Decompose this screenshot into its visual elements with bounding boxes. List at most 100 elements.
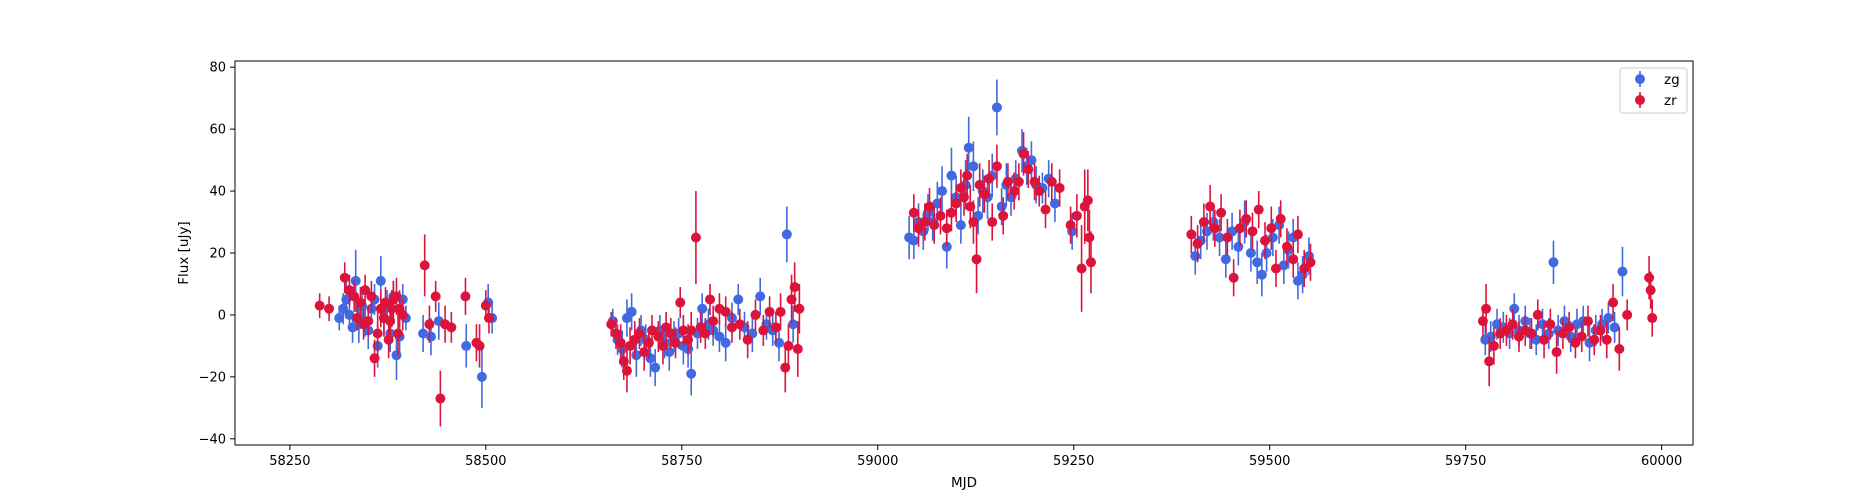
data-point: [386, 303, 397, 314]
data-point: [1275, 213, 1286, 224]
data-point: [946, 170, 957, 181]
x-tick-label: 59000: [857, 454, 898, 469]
data-point: [324, 303, 335, 314]
data-point: [385, 316, 396, 327]
data-point: [1570, 337, 1581, 348]
data-point: [424, 319, 435, 330]
x-tick-label: 59250: [1053, 454, 1094, 469]
data-point: [708, 316, 719, 327]
data-point: [460, 291, 471, 302]
y-axis-label: Flux [uJy]: [176, 221, 192, 284]
data-point: [720, 306, 731, 317]
data-point: [355, 297, 366, 308]
data-point: [686, 368, 697, 379]
data-point: [789, 282, 800, 293]
data-point: [650, 362, 661, 373]
plot-frame: [234, 60, 1694, 446]
data-point: [334, 313, 345, 324]
data-point: [363, 316, 374, 327]
data-point: [606, 319, 617, 330]
legend-zg-marker: [1635, 74, 1645, 84]
y-tick-label: 40: [209, 185, 226, 200]
data-point: [1034, 186, 1045, 197]
data-point: [991, 102, 1002, 113]
data-point: [626, 306, 637, 317]
data-point: [1481, 303, 1492, 314]
data-point: [963, 142, 974, 153]
data-point: [1253, 204, 1264, 215]
data-point: [1609, 322, 1620, 333]
legend-zr-label: zr: [1664, 93, 1677, 109]
data-point: [314, 300, 325, 311]
x-tick-label: 58250: [269, 454, 310, 469]
data-point: [1233, 241, 1244, 252]
data-point: [1281, 241, 1292, 252]
data-point: [1267, 232, 1278, 243]
data-point: [1484, 356, 1495, 367]
data-point: [1595, 325, 1606, 336]
data-point: [781, 229, 792, 240]
data-point: [935, 210, 946, 221]
data-point: [1023, 164, 1034, 175]
data-point: [372, 328, 383, 339]
data-point: [1192, 238, 1203, 249]
data-point: [1576, 331, 1587, 342]
data-point: [383, 334, 394, 345]
data-point: [483, 313, 494, 324]
data-point: [349, 291, 360, 302]
data-point: [1622, 309, 1633, 320]
data-point: [1186, 229, 1197, 240]
data-point: [750, 309, 761, 320]
data-point: [764, 306, 775, 317]
data-point: [1557, 328, 1568, 339]
data-point: [686, 325, 697, 336]
data-point: [631, 350, 642, 361]
data-point: [733, 294, 744, 305]
data-point: [435, 393, 446, 404]
data-point: [657, 340, 668, 351]
data-point: [1292, 229, 1303, 240]
data-point: [397, 309, 408, 320]
data-point: [1209, 223, 1220, 234]
data-point: [634, 328, 645, 339]
data-point: [430, 291, 441, 302]
legend-zg-label: zg: [1664, 72, 1680, 88]
x-tick-label: 59500: [1249, 454, 1290, 469]
data-point: [998, 210, 1009, 221]
data-point: [1551, 347, 1562, 358]
data-point: [1245, 248, 1256, 258]
x-tick-label: 58750: [661, 454, 702, 469]
data-point: [742, 334, 753, 345]
data-point: [339, 272, 350, 283]
y-tick-label: 20: [209, 247, 226, 262]
data-point: [946, 207, 957, 218]
data-point: [1228, 272, 1239, 283]
data-point: [419, 260, 430, 271]
data-point: [366, 291, 377, 302]
data-point: [924, 201, 935, 212]
data-point: [621, 365, 632, 376]
data-point: [1539, 334, 1550, 345]
data-point: [360, 285, 371, 296]
data-point: [984, 173, 995, 184]
x-axis-label: MJD: [951, 475, 977, 491]
data-point: [968, 217, 979, 228]
data-point: [734, 319, 745, 330]
y-tick-label: 60: [209, 123, 226, 138]
data-point: [647, 325, 658, 336]
data-point: [1234, 223, 1245, 234]
data-point: [908, 207, 919, 218]
data-point: [794, 303, 805, 314]
data-point: [610, 328, 621, 339]
data-point: [1564, 322, 1575, 333]
data-point: [664, 347, 675, 358]
data-point: [1582, 316, 1593, 327]
data-point: [1076, 263, 1087, 274]
data-point: [720, 337, 731, 348]
y-tick-label: 0: [218, 308, 226, 323]
legend-zr-marker: [1635, 95, 1645, 105]
series-layer: [314, 79, 1658, 427]
data-point: [1241, 213, 1252, 224]
data-point: [726, 322, 737, 333]
